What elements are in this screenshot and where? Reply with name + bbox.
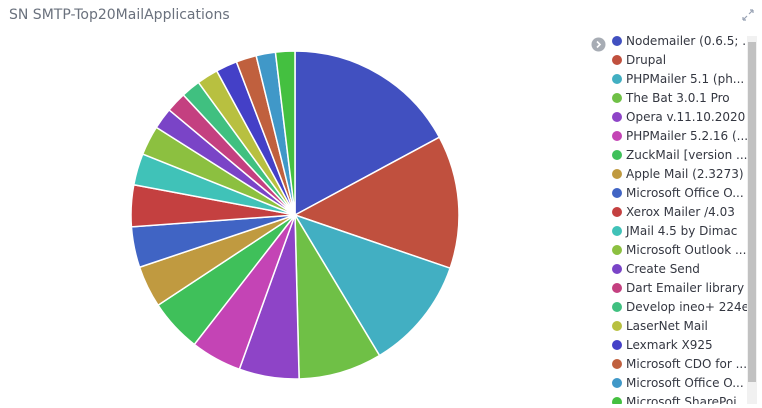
legend-item[interactable]: Nodemailer (0.6.5; ...	[612, 34, 747, 53]
legend-swatch	[612, 264, 622, 274]
legend-swatch	[612, 188, 622, 198]
legend-label: Create Send	[626, 262, 700, 276]
legend-item[interactable]: JMail 4.5 by Dimac	[612, 224, 747, 243]
legend-label: Drupal	[626, 53, 667, 67]
legend-swatch	[612, 359, 622, 369]
legend-label: Develop ineo+ 224e	[626, 300, 747, 314]
legend-swatch	[612, 55, 622, 65]
legend-toggle[interactable]	[591, 37, 606, 52]
legend-label: PHPMailer 5.1 (ph...	[626, 72, 745, 86]
legend-item[interactable]: Dart Emailer library	[612, 281, 747, 300]
expand-icon[interactable]	[742, 9, 754, 21]
legend-label: Lexmark X925	[626, 338, 713, 352]
legend-item[interactable]: Opera v.11.10.2020	[612, 110, 747, 129]
legend-item[interactable]: Develop ineo+ 224e	[612, 300, 747, 319]
panel-title: SN SMTP-Top20MailApplications	[9, 7, 230, 23]
legend-item[interactable]: LaserNet Mail	[612, 319, 747, 338]
legend-label: Microsoft SharePoi...	[626, 395, 747, 404]
legend-swatch	[612, 340, 622, 350]
legend-swatch	[612, 207, 622, 217]
pie-chart	[130, 50, 460, 380]
legend-swatch	[612, 36, 622, 46]
legend-swatch	[612, 74, 622, 84]
legend-label: Microsoft Office O...	[626, 186, 744, 200]
legend-label: PHPMailer 5.2.16 (...	[626, 129, 747, 143]
pie-slice[interactable]	[274, 50, 296, 216]
legend-item[interactable]: Apple Mail (2.3273)	[612, 167, 747, 186]
legend-label: Apple Mail (2.3273)	[626, 167, 744, 181]
legend-item[interactable]: Microsoft Office O...	[612, 186, 747, 205]
legend-swatch	[612, 378, 622, 388]
legend-swatch	[612, 226, 622, 236]
legend-item[interactable]: Microsoft Office O...	[612, 376, 747, 395]
legend-swatch	[612, 112, 622, 122]
legend: Nodemailer (0.6.5; ... Drupal PHPMailer 5.…	[592, 32, 747, 404]
legend-swatch	[612, 169, 622, 179]
legend-swatch	[612, 245, 622, 255]
pie-slice[interactable]	[293, 136, 460, 270]
legend-swatch	[612, 321, 622, 331]
legend-label: Nodemailer (0.6.5; ...	[626, 34, 747, 48]
legend-label: LaserNet Mail	[626, 319, 708, 333]
legend-item[interactable]: PHPMailer 5.2.16 (...	[612, 129, 747, 148]
legend-label: The Bat 3.0.1 Pro	[626, 91, 730, 105]
legend-swatch	[612, 93, 622, 103]
legend-item[interactable]: Microsoft CDO for ...	[612, 357, 747, 376]
legend-item[interactable]: ZuckMail [version ...	[612, 148, 747, 167]
legend-item[interactable]: PHPMailer 5.1 (ph...	[612, 72, 747, 91]
legend-label: Microsoft CDO for ...	[626, 357, 747, 371]
legend-swatch	[612, 131, 622, 141]
legend-item[interactable]: Create Send	[612, 262, 747, 281]
legend-label: JMail 4.5 by Dimac	[626, 224, 738, 238]
legend-label: Dart Emailer library	[626, 281, 745, 295]
legend-item[interactable]: Lexmark X925	[612, 338, 747, 357]
legend-swatch	[612, 302, 622, 312]
legend-label: Microsoft Office O...	[626, 376, 744, 390]
scrollbar-thumb[interactable]	[748, 42, 756, 382]
legend-swatch	[612, 150, 622, 160]
legend-item[interactable]: Microsoft Outlook ...	[612, 243, 747, 262]
legend-label: Opera v.11.10.2020	[626, 110, 746, 124]
legend-item[interactable]: Microsoft SharePoi...	[612, 395, 747, 404]
legend-label: Xerox Mailer /4.03	[626, 205, 735, 219]
legend-item[interactable]: The Bat 3.0.1 Pro	[612, 91, 747, 110]
pie-slice[interactable]	[293, 213, 452, 357]
pie-slice[interactable]	[294, 50, 441, 217]
legend-item[interactable]: Xerox Mailer /4.03	[612, 205, 747, 224]
legend-label: ZuckMail [version ...	[626, 148, 747, 162]
scrollbar[interactable]	[747, 36, 757, 404]
legend-swatch	[612, 397, 622, 404]
legend-item[interactable]: Drupal	[612, 53, 747, 72]
legend-swatch	[612, 283, 622, 293]
legend-label: Microsoft Outlook ...	[626, 243, 747, 257]
